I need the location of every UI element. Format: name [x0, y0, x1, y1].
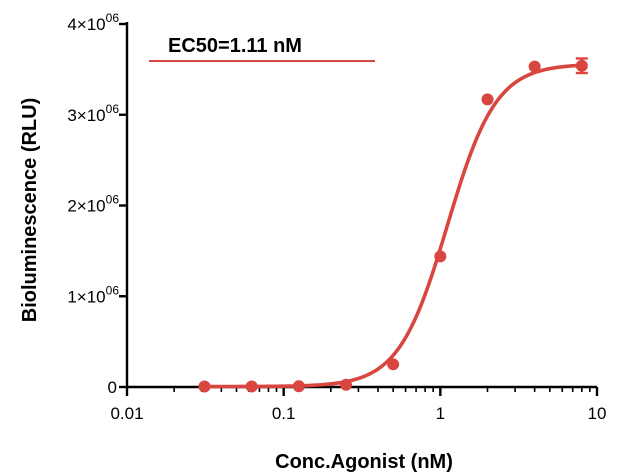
y-axis-title: Bioluminescence (RLU)	[19, 98, 41, 322]
x-tick-label: 0.1	[272, 404, 296, 423]
y-ticks: 0 1×1006 2×1006 3×1006 4×1006	[67, 11, 127, 397]
y-tick-label: 3×1006	[67, 102, 119, 125]
data-point	[198, 380, 211, 393]
y-tick-label: 4×1006	[67, 11, 119, 34]
data-point	[245, 380, 258, 393]
data-point	[292, 380, 305, 393]
legend: EC50=1.11 nM	[149, 35, 375, 62]
x-ticks: 0.01 0.1 1 10	[110, 387, 606, 423]
data-point	[481, 93, 494, 106]
y-tick-label: 2×1006	[67, 193, 119, 216]
data-points	[198, 59, 588, 393]
x-axis-title: Conc.Agonist (nM)	[275, 451, 453, 473]
y-tick-label: 0	[108, 378, 117, 397]
x-tick-label: 10	[588, 404, 607, 423]
error-bars	[575, 57, 588, 75]
data-point	[387, 358, 400, 371]
x-tick-label: 0.01	[110, 404, 143, 423]
fit-curve	[204, 63, 582, 389]
y-tick-label: 1×1006	[67, 283, 119, 306]
legend-label: EC50=1.11 nM	[168, 35, 302, 57]
data-point	[434, 250, 447, 263]
x-tick-label: 1	[436, 404, 445, 423]
data-point	[528, 60, 541, 73]
data-point	[340, 378, 353, 391]
